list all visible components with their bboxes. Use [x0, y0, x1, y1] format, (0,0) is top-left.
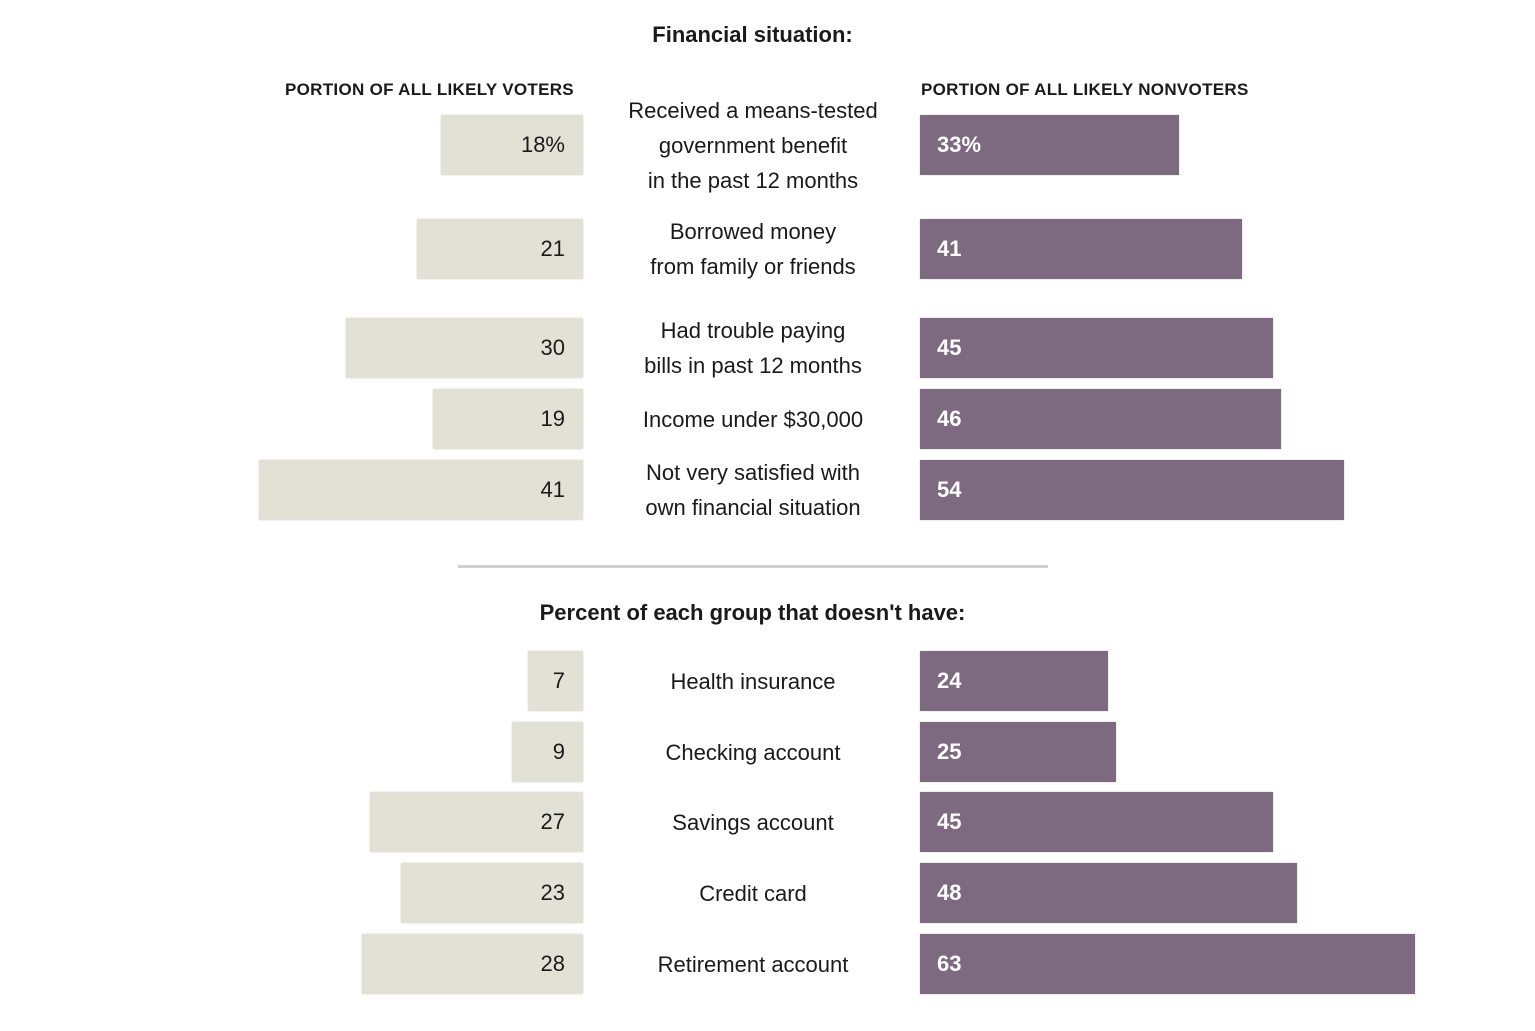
section-title-financial: Financial situation: — [652, 22, 853, 47]
voters-bar — [527, 651, 583, 711]
nonvoters-bar — [920, 863, 1297, 923]
category-label: Income under $30,000 — [642, 406, 864, 432]
category-label: Credit card — [699, 880, 807, 906]
category-label: Savings account — [672, 809, 834, 835]
nonvoters-bar — [920, 722, 1117, 782]
nonvoters-bar — [920, 115, 1180, 175]
nonvoters-bar — [920, 460, 1344, 520]
voters-bar — [259, 460, 583, 520]
category-label: Received a means-tested government benef… — [628, 98, 878, 193]
nonvoters-value-label: 41 — [937, 236, 962, 261]
nonvoters-value-label: 33% — [937, 132, 982, 157]
category-label: Borrowed money from family or friends — [650, 219, 856, 279]
nonvoters-bar — [920, 219, 1242, 279]
voters-bar — [361, 934, 583, 994]
voters-value-label: 27 — [540, 809, 565, 834]
voters-value-label: 19 — [540, 406, 565, 431]
nonvoters-bar — [920, 318, 1274, 378]
voters-bar — [369, 792, 583, 852]
section-title-doesnt-have: Percent of each group that doesn't have: — [539, 600, 966, 625]
voters-bar — [346, 318, 583, 378]
nonvoters-value-label: 63 — [937, 951, 962, 976]
category-label: Had trouble paying bills in past 12 mont… — [644, 318, 862, 378]
section-divider — [458, 565, 1048, 568]
nonvoters-value-label: 45 — [937, 809, 962, 834]
voters-bar — [440, 115, 583, 175]
voters-value-label: 30 — [540, 335, 565, 360]
voters-bar — [432, 389, 583, 449]
voters-bar — [417, 219, 583, 279]
voters-bar — [511, 722, 583, 782]
category-label: Health insurance — [670, 668, 836, 694]
nonvoters-bar — [920, 934, 1415, 994]
nonvoters-value-label: 24 — [937, 668, 962, 693]
voters-value-label: 9 — [552, 739, 565, 764]
nonvoters-value-label: 54 — [937, 477, 962, 502]
nonvoters-value-label: 48 — [937, 880, 962, 905]
voters-value-label: 21 — [540, 236, 565, 261]
nonvoters-value-label: 46 — [937, 406, 962, 431]
voters-value-label: 28 — [540, 951, 565, 976]
left-column-header: PORTION OF ALL LIKELY VOTERS — [285, 80, 574, 99]
category-label: Retirement account — [657, 951, 849, 977]
voters-value-label: 7 — [552, 668, 565, 693]
voters-value-label: 18% — [520, 132, 565, 157]
voters-value-label: 23 — [540, 880, 565, 905]
voters-bar — [401, 863, 583, 923]
right-column-header: PORTION OF ALL LIKELY NONVOTERS — [921, 80, 1249, 99]
nonvoters-bar — [920, 651, 1109, 711]
nonvoters-value-label: 45 — [937, 335, 962, 360]
nonvoters-value-label: 25 — [937, 739, 962, 764]
nonvoters-bar — [920, 792, 1274, 852]
category-label: Checking account — [665, 739, 841, 765]
category-label: Not very satisfied with own financial si… — [645, 460, 861, 520]
voters-value-label: 41 — [540, 477, 565, 502]
nonvoters-bar — [920, 389, 1282, 449]
